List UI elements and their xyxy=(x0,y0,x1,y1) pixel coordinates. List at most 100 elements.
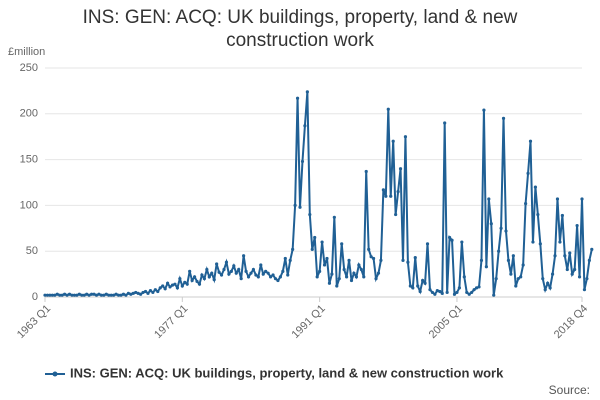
point xyxy=(173,282,177,286)
point xyxy=(408,284,412,288)
point xyxy=(428,288,432,292)
point xyxy=(524,201,528,206)
point xyxy=(246,275,251,279)
point xyxy=(577,275,582,279)
point xyxy=(298,205,302,209)
point xyxy=(580,197,584,201)
point xyxy=(227,272,231,276)
point xyxy=(67,292,72,296)
point xyxy=(232,264,236,268)
point xyxy=(215,262,219,266)
point xyxy=(286,273,290,277)
point xyxy=(573,267,577,272)
point xyxy=(251,267,256,272)
point xyxy=(85,292,89,296)
point xyxy=(288,258,292,262)
legend-label: INS: GEN: ACQ: UK buildings, property, l… xyxy=(70,365,504,380)
point xyxy=(97,292,101,296)
point xyxy=(268,275,273,279)
point xyxy=(465,290,469,295)
point xyxy=(305,90,309,94)
point xyxy=(384,194,388,198)
point xyxy=(497,249,501,253)
point xyxy=(244,269,248,273)
point xyxy=(63,292,67,296)
point xyxy=(445,290,449,295)
point xyxy=(303,124,307,128)
point xyxy=(381,188,385,192)
point xyxy=(499,226,503,230)
point xyxy=(89,292,94,296)
point xyxy=(541,277,545,281)
point xyxy=(438,289,442,294)
point xyxy=(300,159,305,164)
point xyxy=(87,293,91,297)
x-tick-label: 1963 Q1 xyxy=(15,303,53,341)
point xyxy=(195,279,199,284)
point xyxy=(418,289,422,294)
point xyxy=(55,292,59,296)
point xyxy=(322,263,327,267)
point xyxy=(386,107,390,111)
point xyxy=(77,292,81,296)
point xyxy=(371,256,376,261)
point xyxy=(234,271,238,275)
point xyxy=(102,293,106,297)
point xyxy=(259,263,263,267)
point xyxy=(342,267,346,272)
point xyxy=(170,283,175,287)
point xyxy=(359,267,363,272)
point xyxy=(92,292,96,296)
point xyxy=(379,258,383,262)
point xyxy=(492,293,496,297)
point xyxy=(555,197,560,201)
point xyxy=(114,292,118,296)
point xyxy=(310,247,314,251)
point xyxy=(104,292,108,296)
point xyxy=(131,291,135,295)
point xyxy=(146,291,150,295)
point xyxy=(494,277,498,281)
point xyxy=(472,288,476,292)
point xyxy=(281,269,285,273)
point xyxy=(482,108,486,112)
point xyxy=(153,288,157,292)
point xyxy=(367,247,371,251)
point xyxy=(53,293,57,297)
point xyxy=(80,293,84,297)
point xyxy=(116,293,121,297)
point xyxy=(558,240,562,244)
point xyxy=(266,271,270,275)
point xyxy=(413,256,417,260)
point xyxy=(134,290,138,295)
point xyxy=(332,215,336,219)
line xyxy=(45,91,593,297)
point xyxy=(175,286,180,290)
point xyxy=(143,289,148,294)
point xyxy=(354,275,359,279)
point xyxy=(533,185,538,189)
point xyxy=(121,292,126,296)
point xyxy=(425,242,430,246)
point xyxy=(528,139,533,143)
point xyxy=(313,235,317,240)
point xyxy=(389,194,393,198)
point xyxy=(271,273,275,277)
source: Source: xyxy=(549,383,590,397)
point xyxy=(477,285,481,289)
point xyxy=(519,275,523,279)
point xyxy=(70,293,74,297)
point xyxy=(58,293,62,297)
point xyxy=(337,277,341,281)
point xyxy=(318,269,322,273)
point xyxy=(474,286,479,290)
point xyxy=(401,258,405,262)
point xyxy=(183,280,187,284)
point xyxy=(398,167,403,171)
point xyxy=(590,247,594,251)
point xyxy=(501,116,506,120)
point xyxy=(347,258,351,262)
point xyxy=(43,293,47,297)
point xyxy=(536,212,540,217)
